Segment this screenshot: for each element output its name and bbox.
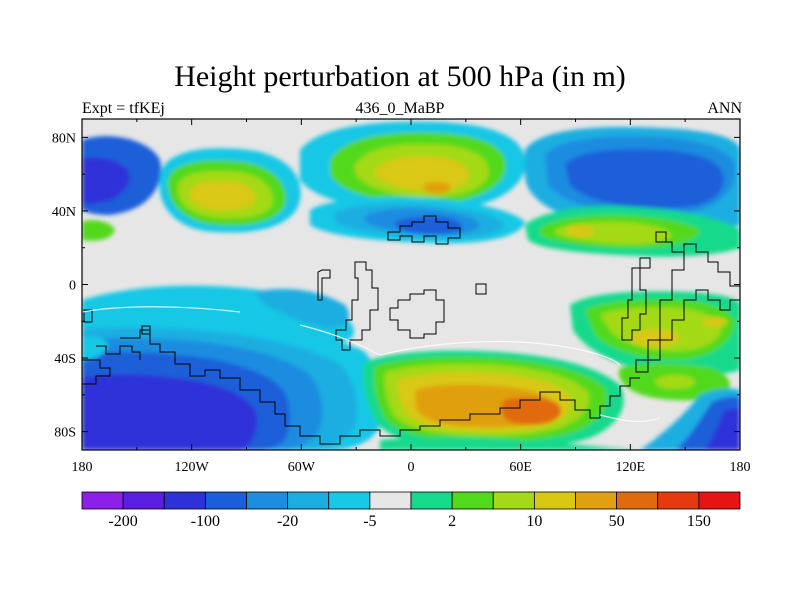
axis-ticks [81,119,741,450]
colorbar-label: -200 [108,513,137,530]
colorbar-swatch [163,491,206,510]
y-tick-label: 40N [52,205,76,220]
colorbar-swatch [410,491,453,510]
x-tick-label: 180 [72,460,93,475]
x-tick-label: 120E [616,460,646,475]
colorbar-label: -100 [191,513,220,530]
colorbar-label: -5 [363,513,376,530]
y-tick-label: 0 [69,279,76,294]
colorbar-swatch [246,491,289,510]
x-tick-label: 0 [408,460,415,475]
colorbar-swatch [122,491,165,510]
colorbar-swatch [575,491,618,510]
colorbar-swatch [616,491,659,510]
colorbar-label: -20 [277,513,298,530]
colorbar-swatch [657,491,700,510]
colorbar-swatch [328,491,371,510]
x-axis-labels: 180 120W 60W 0 60E 120E 180 [72,460,751,475]
y-axis-labels: 80N 40N 0 40S 80S [52,131,76,440]
right-string: ANN [707,100,742,117]
colorbar-label: 50 [609,513,625,530]
x-tick-label: 120W [175,460,210,475]
x-tick-label: 60W [288,460,316,475]
y-tick-label: 80N [52,131,76,146]
colorbar-swatch [451,491,494,510]
left-string: Expt = tfKEj [82,100,165,117]
chart-title: Height perturbation at 500 hPa (in m) [174,60,626,93]
y-tick-label: 40S [54,352,76,367]
colorbar [81,491,741,510]
y-tick-label: 80S [54,426,76,441]
colorbar-swatch [81,491,124,510]
center-string: 436_0_MaBP [355,100,445,117]
colorbar-swatch [369,491,412,510]
colorbar-label: 10 [526,513,542,530]
colorbar-swatch [204,491,247,510]
colorbar-swatch [287,491,330,510]
continent-outlines [82,215,740,445]
colorbar-swatch [698,491,741,510]
colorbar-labels: -200 -100 -20 -5 2 10 50 150 [108,513,710,530]
colorbar-swatch [533,491,576,510]
x-tick-label: 180 [730,460,751,475]
map-field [82,119,740,450]
colorbar-label: 2 [448,513,456,530]
x-tick-label: 60E [509,460,532,475]
colorbar-swatch [492,491,535,510]
colorbar-label: 150 [687,513,711,530]
